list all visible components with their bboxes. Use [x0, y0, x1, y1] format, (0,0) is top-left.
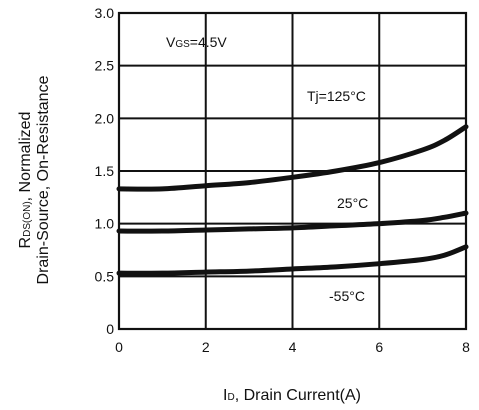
x-axis-title-sub: D [227, 392, 234, 403]
condition-main: V [166, 34, 176, 50]
y-tick-label-2: 1.0 [95, 216, 115, 232]
y-axis-title-line1: RDS(ON), Normalized [17, 112, 34, 249]
y-axis-title: RDS(ON), Normalized Drain-Source, On-Res… [17, 75, 52, 284]
annotation-tj125: Tj=125°C [307, 88, 366, 104]
x-tick-label-2: 4 [289, 339, 297, 355]
x-tick-label-3: 6 [375, 339, 383, 355]
y-axis-title-rest: , Normalized [17, 112, 34, 202]
x-tick-label-0: 0 [115, 339, 123, 355]
annotation-minus55c: -55°C [329, 288, 365, 304]
annotation-25c: 25°C [337, 195, 368, 211]
condition-sub: GS [175, 39, 190, 50]
y-tick-label-5: 2.5 [95, 58, 115, 74]
x-tick-labels: 0 2 4 6 8 [115, 339, 470, 355]
y-tick-label-3: 1.5 [95, 163, 115, 179]
series-lines [116, 124, 469, 276]
x-axis-title-main: I [223, 387, 227, 404]
condition-rest: =4.5V [190, 34, 228, 50]
x-axis-title-rest: , Drain Current(A) [235, 387, 361, 404]
plot-frame [117, 11, 468, 331]
y-axis-title-line2: Drain-Source, On-Resistance [35, 75, 52, 284]
y-tick-label-0: 0 [106, 321, 114, 337]
y-axis-title-main: R [17, 237, 34, 249]
x-axis-title: ID, Drain Current(A) [223, 387, 361, 404]
y-tick-labels: 0 0.5 1.0 1.5 2.0 2.5 3.0 [95, 5, 115, 337]
y-tick-label-6: 3.0 [95, 5, 115, 21]
y-tick-label-1: 0.5 [95, 268, 115, 284]
y-tick-label-4: 2.0 [95, 110, 115, 126]
condition-label: VGS=4.5V [166, 34, 227, 50]
grid [119, 13, 466, 329]
series-line-2 [116, 244, 469, 276]
series-line-1 [116, 210, 469, 234]
series-line-0 [116, 124, 469, 192]
x-tick-label-1: 2 [202, 339, 210, 355]
y-axis-title-sub: DS(ON) [22, 201, 33, 237]
x-tick-label-4: 8 [462, 339, 470, 355]
